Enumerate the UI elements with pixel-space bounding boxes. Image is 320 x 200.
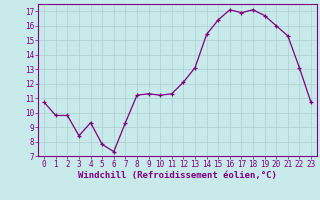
X-axis label: Windchill (Refroidissement éolien,°C): Windchill (Refroidissement éolien,°C)	[78, 171, 277, 180]
